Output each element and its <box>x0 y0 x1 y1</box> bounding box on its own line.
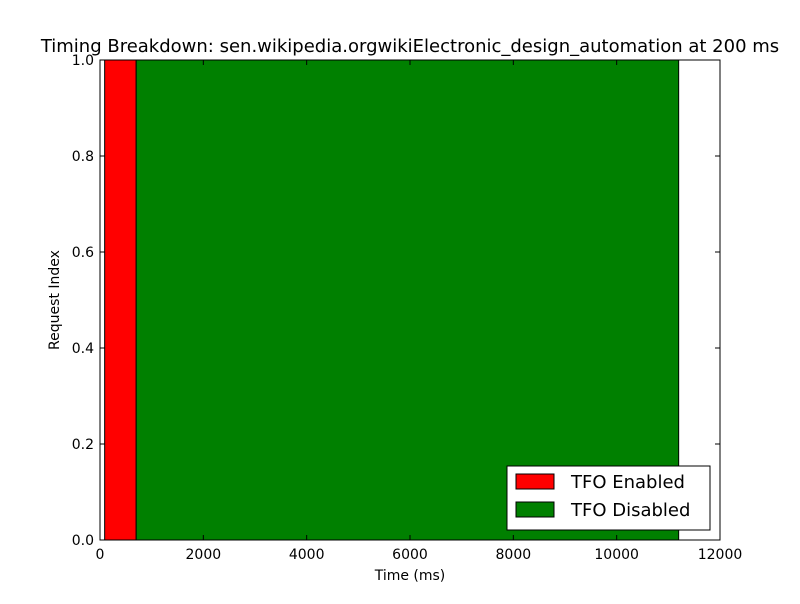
y-tick-label: 1.0 <box>72 53 94 69</box>
chart-title: Timing Breakdown: sen.wikipedia.orgwikiE… <box>40 36 779 57</box>
y-axis-label: Request Index <box>47 250 63 350</box>
ticks-layer: 0 2000 4000 6000 8000 10000 12000 0.0 0.2 0.4 0.6 0… <box>72 53 743 563</box>
x-tick-label: 8000 <box>496 547 532 563</box>
y-tick-label: 0.6 <box>72 245 94 261</box>
x-tick-label: 0 <box>96 547 105 563</box>
x-tick-label: 6000 <box>392 547 428 563</box>
y-tick-label: 0.4 <box>72 341 94 357</box>
legend-swatch <box>515 501 555 518</box>
y-tick-label: 0.8 <box>72 149 94 165</box>
bar-tfo-disabled-0 <box>135 59 680 541</box>
x-tick-label: 2000 <box>186 547 222 563</box>
legend-label: TFO Enabled <box>570 472 685 493</box>
y-tick-label: 0.2 <box>72 437 94 453</box>
bar-tfo-enabled-0 <box>104 59 137 541</box>
legend: TFO Enabled TFO Disabled <box>506 465 711 531</box>
legend-label: TFO Disabled <box>570 500 690 521</box>
x-tick-label: 10000 <box>594 547 639 563</box>
legend-items: TFO Enabled TFO Disabled <box>515 472 690 521</box>
bars-layer <box>104 59 680 541</box>
legend-swatch <box>515 473 555 490</box>
y-tick-label: 0.0 <box>72 533 94 549</box>
x-axis-label: Time (ms) <box>374 568 446 584</box>
x-tick-label: 12000 <box>698 547 743 563</box>
x-tick-label: 4000 <box>289 547 325 563</box>
